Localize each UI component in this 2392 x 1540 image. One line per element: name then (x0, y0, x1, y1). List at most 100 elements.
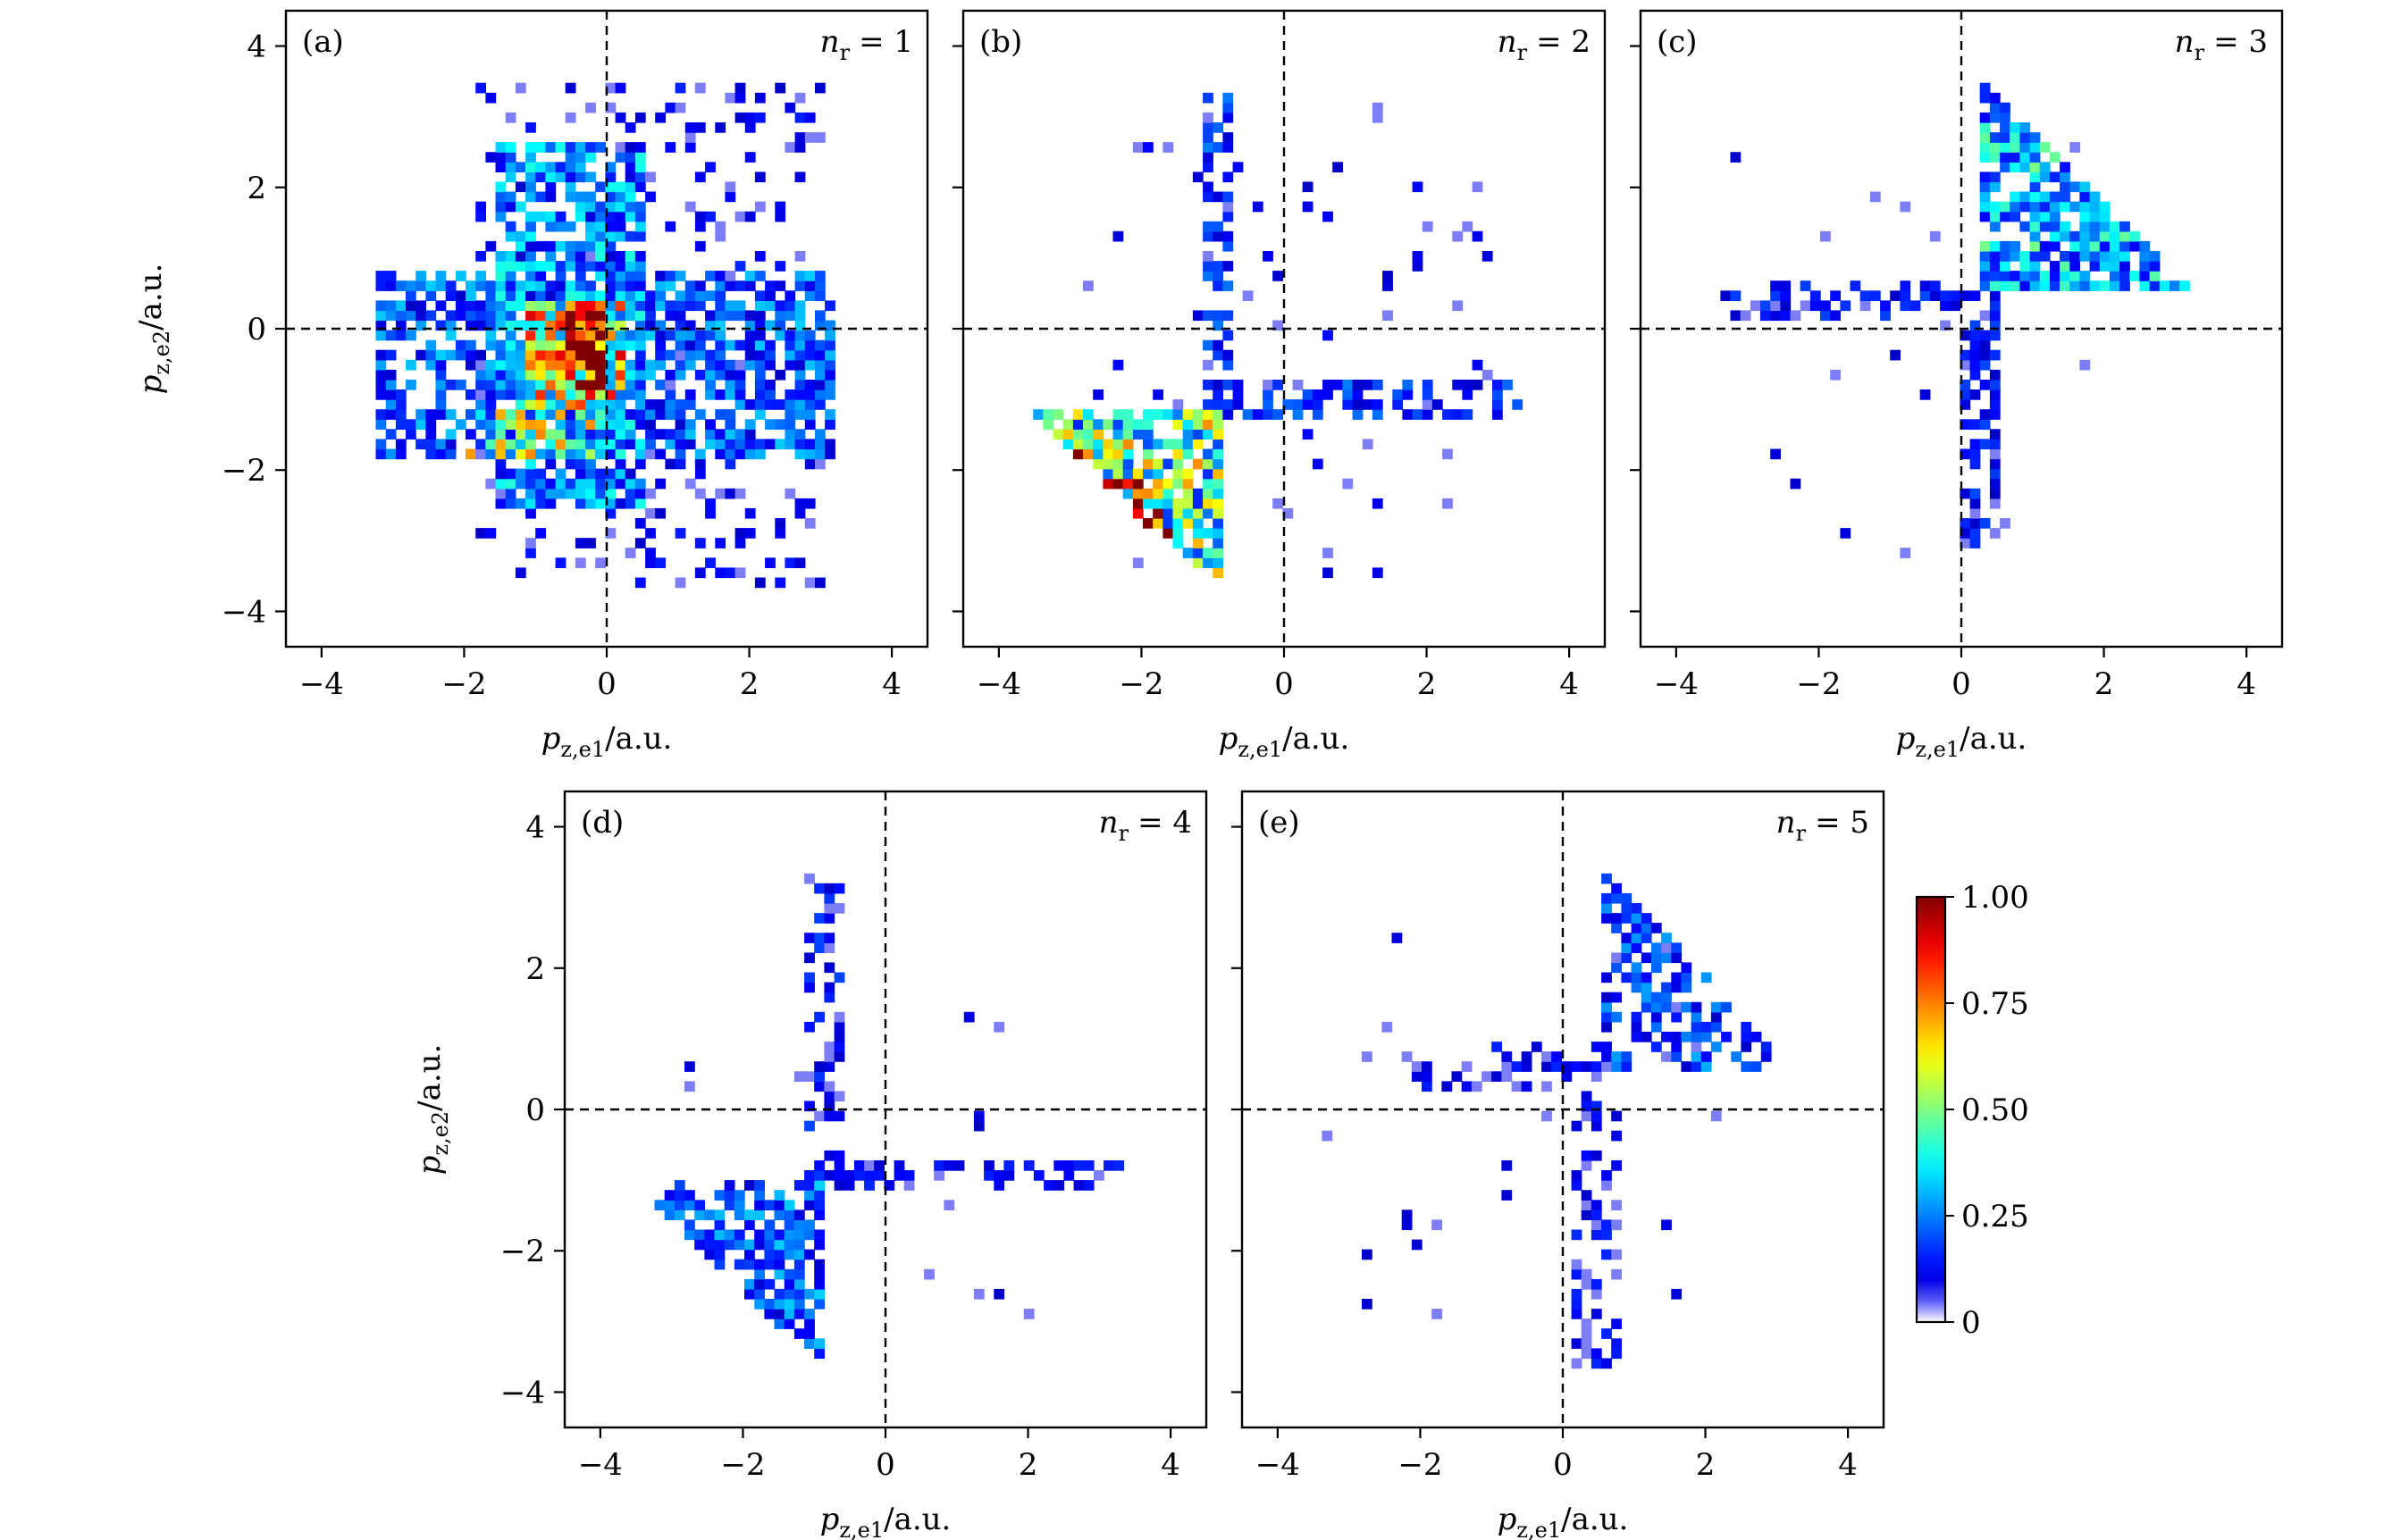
heatmap-cell (1721, 1001, 1732, 1013)
heatmap-cell (395, 310, 407, 322)
heatmap-cell (475, 251, 486, 262)
heatmap-cell (575, 310, 586, 322)
heatmap-cell (804, 1219, 815, 1231)
heatmap-cell (1590, 1358, 1602, 1369)
heatmap-cell (2060, 162, 2070, 172)
nr-subscript: r (840, 40, 851, 65)
heatmap-cell (1153, 518, 1163, 529)
heatmap-cell (1969, 498, 1981, 509)
heatmap-cell (2069, 271, 2081, 281)
heatmap-cell (1272, 380, 1283, 390)
heatmap-cell (634, 538, 646, 548)
heatmap-cell (984, 1170, 995, 1181)
heatmap-cell (1372, 112, 1383, 123)
heatmap-cell (715, 538, 726, 548)
heatmap-cell (1122, 409, 1134, 420)
heatmap-cell (1412, 261, 1423, 272)
heatmap-cell (1062, 419, 1074, 430)
heatmap-cell (485, 152, 497, 163)
heatmap-cell (615, 339, 626, 351)
heatmap-cell (1700, 1051, 1712, 1062)
heatmap-cell (634, 221, 646, 232)
heatmap-cell (1172, 399, 1184, 410)
heatmap-cell (495, 359, 507, 371)
heatmap-cell (605, 369, 617, 381)
heatmap-cell (485, 528, 497, 539)
heatmap-cell (1601, 892, 1612, 904)
heatmap-cell (2079, 181, 2091, 193)
heatmap-cell (1411, 1239, 1423, 1251)
heatmap-cell (725, 389, 736, 400)
heatmap-cell (1412, 409, 1423, 420)
heatmap-cell (1740, 310, 1751, 322)
heatmap-cell (665, 102, 676, 113)
heatmap-cell (804, 1288, 815, 1300)
heatmap-cell (705, 439, 716, 450)
heatmap-cell (754, 320, 766, 331)
heatmap-cell (375, 320, 387, 331)
heatmap-cell (634, 280, 646, 291)
heatmap-cell (485, 320, 497, 331)
heatmap-cell (744, 1180, 755, 1191)
heatmap-cell (824, 913, 835, 924)
heatmap-cell (1213, 439, 1223, 450)
heatmap-cell (1590, 1288, 1602, 1300)
y-tick-label: 4 (247, 29, 266, 65)
heatmap-cell (435, 271, 447, 281)
heatmap-cell (1989, 240, 2001, 252)
heatmap-cell (694, 1229, 705, 1241)
heatmap-cell (1611, 1160, 1622, 1171)
heatmap-cell (1969, 339, 1981, 351)
heatmap-cell (1969, 419, 1981, 430)
heatmap-cell (724, 1229, 735, 1241)
heatmap-cell (515, 230, 526, 242)
heatmap-cell (734, 82, 746, 94)
heatmap-cell (674, 1180, 685, 1191)
heatmap-cell (1312, 399, 1323, 410)
heatmap-cell (1501, 1160, 1513, 1171)
heatmap-cell (814, 1160, 825, 1171)
heatmap-cell (645, 507, 656, 519)
heatmap-cell (1989, 458, 2001, 470)
heatmap-cell (515, 290, 526, 301)
heatmap-cell (765, 339, 776, 351)
heatmap-cell (1641, 952, 1652, 964)
heatmap-cell (1590, 1150, 1602, 1161)
heatmap-cell (1989, 369, 2001, 381)
heatmap-cell (1989, 380, 2001, 390)
heatmap-cell (1601, 992, 1612, 1003)
heatmap-cell (415, 419, 426, 430)
heatmap-cell (785, 488, 796, 499)
heatmap-cell (1422, 221, 1433, 232)
heatmap-cell (515, 300, 526, 312)
heatmap-cell (605, 211, 617, 222)
heatmap-cell (1590, 1309, 1602, 1319)
heatmap-cell (645, 300, 656, 312)
heatmap-cell (715, 448, 726, 460)
heatmap-cell (605, 280, 617, 291)
heatmap-cell (1571, 1288, 1582, 1300)
heatmap-cell (1501, 1071, 1513, 1082)
heatmap-cell (475, 320, 486, 331)
heatmap-cell (1162, 498, 1174, 509)
x-tick-label: 2 (1417, 666, 1437, 702)
heatmap-cell (1203, 488, 1213, 499)
heatmap-cell (625, 280, 636, 291)
heatmap-cell (485, 92, 497, 104)
heatmap-cell (1103, 458, 1114, 470)
heatmap-cell (535, 528, 546, 539)
heatmap-cell (615, 439, 626, 450)
heatmap-cell (475, 528, 486, 539)
heatmap-cell (744, 280, 756, 291)
heatmap-cell (804, 1180, 815, 1191)
heatmap-cell (1989, 290, 2001, 301)
heatmap-cell (505, 162, 516, 172)
heatmap-cell (515, 419, 526, 430)
heatmap-cell (1989, 310, 2001, 322)
heatmap-cell (425, 359, 437, 371)
heatmap-cell (1601, 1061, 1612, 1072)
heatmap-cell (754, 369, 766, 381)
x-axis-label: pz,e1/a.u. (1896, 721, 2027, 762)
heatmap-cell (2109, 230, 2120, 242)
heatmap-cell (1820, 300, 1831, 312)
